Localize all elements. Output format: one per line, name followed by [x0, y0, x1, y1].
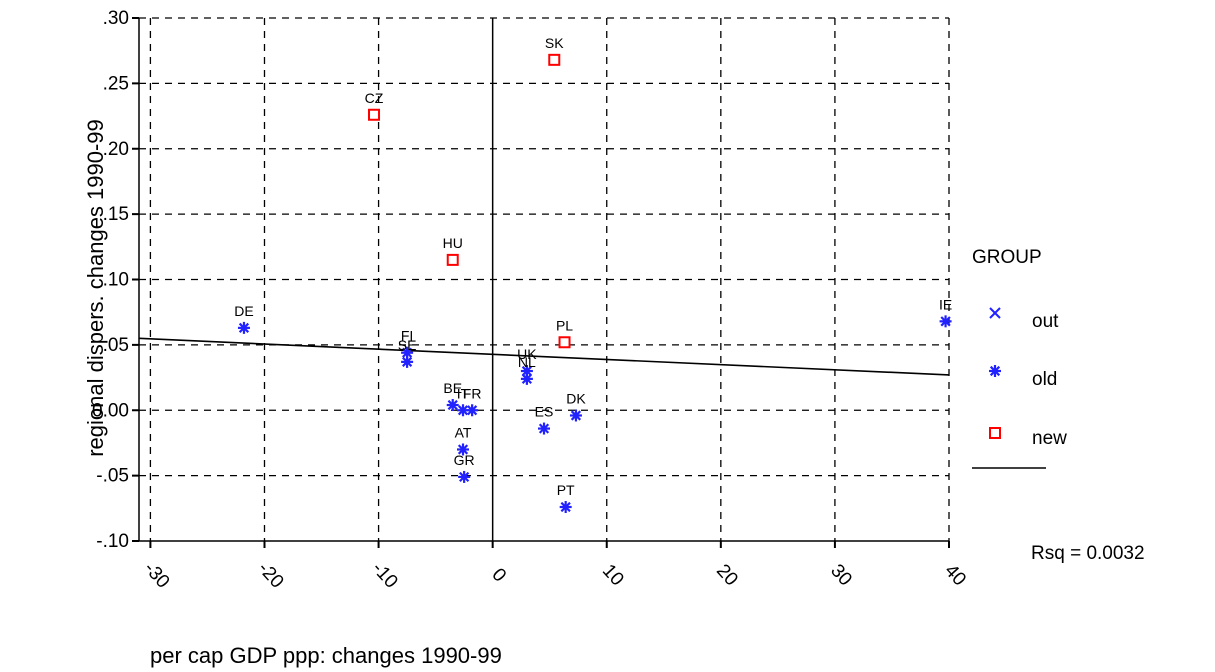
legend-item-new: new: [989, 427, 1067, 449]
point-es: [538, 422, 550, 435]
x-tick-label: 40: [940, 560, 970, 590]
point-label-pt: PT: [557, 482, 575, 498]
point-label-pl: PL: [556, 317, 573, 333]
y-tick-label: .20: [103, 139, 129, 160]
x-tick-label: -30: [140, 558, 174, 592]
point-label-be: BE: [443, 380, 462, 396]
point-hu: [446, 253, 459, 266]
legend-item-out: out: [989, 307, 1059, 332]
asterisk-stroke: [570, 410, 582, 421]
y-tick-label: .10: [103, 270, 129, 291]
y-tick-label: -.10: [96, 531, 129, 552]
point-nl: [520, 372, 533, 385]
point-gr: [458, 470, 471, 483]
legend-title: GROUP: [972, 247, 1042, 268]
point-label-uk: UK: [517, 346, 537, 362]
point-label-at: AT: [455, 424, 472, 440]
point-at: [457, 443, 469, 456]
point-label-es: ES: [535, 404, 554, 420]
x-tick-label: 10: [598, 560, 628, 590]
asterisk-stroke: [459, 471, 470, 483]
point-ie: [939, 315, 952, 328]
point-pl: [558, 336, 571, 349]
legend-item-old: old: [989, 365, 1057, 390]
point-de: [237, 321, 250, 334]
point-label-ie: IE: [939, 296, 952, 312]
point-label-it: IT: [457, 385, 470, 401]
point-fi: [401, 346, 414, 359]
asterisk-stroke: [560, 501, 571, 513]
y-tick-label: .05: [103, 335, 129, 356]
y-tick-label: -.05: [96, 466, 129, 487]
x-tick-label: 30: [826, 560, 856, 590]
fit-line-layer: [138, 337, 950, 376]
point-fr: [466, 404, 479, 417]
legend-label-new: new: [1032, 428, 1067, 449]
x-stroke: [989, 307, 1001, 319]
x-marker-icon: [989, 307, 1001, 319]
asterisk-stroke: [521, 373, 532, 384]
square-marker-icon: [989, 427, 1001, 439]
asterisk-marker-icon: [989, 365, 1001, 377]
point-label-sk: SK: [545, 35, 564, 51]
y-axis-label: regional dispers. changes 1990-99: [83, 119, 108, 457]
legend-label-old: old: [1032, 369, 1057, 390]
legend-square-glyph: [989, 427, 1001, 439]
point-label-cz: CZ: [365, 90, 384, 106]
asterisk-stroke: [457, 405, 469, 416]
x-tick-label: -10: [368, 558, 402, 592]
asterisk-stroke: [467, 405, 478, 416]
asterisk-stroke: [521, 365, 532, 377]
asterisk-stroke: [940, 316, 951, 327]
asterisk-stroke: [402, 356, 413, 367]
x-tick-label: -20: [254, 558, 288, 592]
point-label-fr: FR: [463, 385, 482, 401]
point-label-hu: HU: [443, 235, 463, 251]
asterisk-stroke: [538, 423, 550, 434]
axes: -.10 -.05 0.00 .05 .10 .15 .20 .25 .30 -30 -20 -10 0…: [92, 8, 970, 593]
point-label-se: SE: [398, 337, 417, 353]
y-tick-label: 0.00: [92, 400, 129, 421]
asterisk-stroke: [238, 322, 250, 333]
point-label-gr: GR: [454, 452, 475, 468]
point-be: [446, 399, 459, 412]
regression-line: [138, 337, 950, 376]
asterisk-stroke: [402, 347, 413, 358]
legend-x-glyph: [989, 307, 1001, 319]
point-it: [457, 404, 469, 417]
x-tick-label: 0: [487, 564, 510, 586]
points: [237, 53, 952, 514]
y-tick-label: .25: [103, 73, 129, 94]
point-se: [401, 355, 414, 368]
x-axis-label: per cap GDP ppp: changes 1990-99: [150, 643, 502, 668]
asterisk-stroke: [989, 365, 1001, 377]
point-label-dk: DK: [566, 390, 586, 406]
legend-label-out: out: [1032, 311, 1059, 332]
legend: GROUP out old new Rsq = 0.0032: [972, 247, 1145, 564]
y-tick-label: .30: [103, 8, 129, 29]
point-pt: [559, 501, 572, 514]
point-label-nl: NL: [518, 354, 536, 370]
point-label-de: DE: [234, 303, 253, 319]
point-sk: [548, 53, 561, 66]
legend-asterisk-glyph: [989, 365, 1001, 377]
point-dk: [569, 409, 582, 422]
point-cz: [368, 108, 381, 121]
asterisk-stroke: [447, 399, 458, 411]
grid: [139, 17, 950, 541]
point-label-fi: FI: [401, 328, 413, 344]
y-tick-label: .15: [103, 204, 129, 225]
x-tick-label: 20: [712, 560, 742, 590]
rsq-label: Rsq = 0.0032: [1031, 543, 1145, 564]
asterisk-stroke: [457, 444, 469, 455]
